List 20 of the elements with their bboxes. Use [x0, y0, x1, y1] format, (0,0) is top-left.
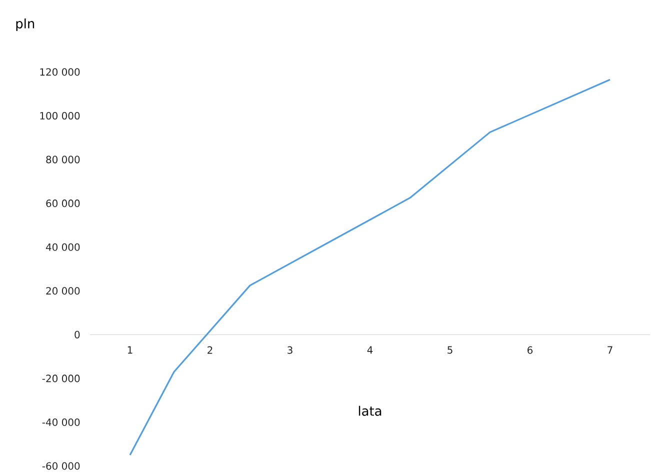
x-tick-label: 6	[528, 346, 533, 354]
y-tick-label: 40 000	[46, 243, 80, 251]
y-tick-label: -60 000	[42, 462, 80, 470]
y-tick-label: 80 000	[46, 156, 80, 164]
y-tick-label: -20 000	[42, 374, 80, 382]
x-tick-label: 3	[288, 346, 292, 354]
x-tick-label: 5	[448, 346, 452, 354]
y-tick-label: 100 000	[40, 112, 80, 120]
line-series	[129, 78, 611, 456]
y-tick-label: 60 000	[46, 200, 80, 208]
x-axis-title: lata	[358, 406, 382, 416]
y-tick-label: -40 000	[42, 418, 80, 426]
y-axis-title: pln	[16, 18, 34, 31]
x-tick-label: 2	[208, 346, 212, 354]
y-tick-label: 0	[74, 330, 80, 338]
x-tick-label: 4	[367, 346, 373, 354]
x-tick-label: 7	[608, 346, 612, 354]
x-tick-label: 1	[128, 346, 132, 354]
y-tick-label: 20 000	[46, 287, 80, 295]
y-tick-label: 120 000	[40, 68, 80, 76]
